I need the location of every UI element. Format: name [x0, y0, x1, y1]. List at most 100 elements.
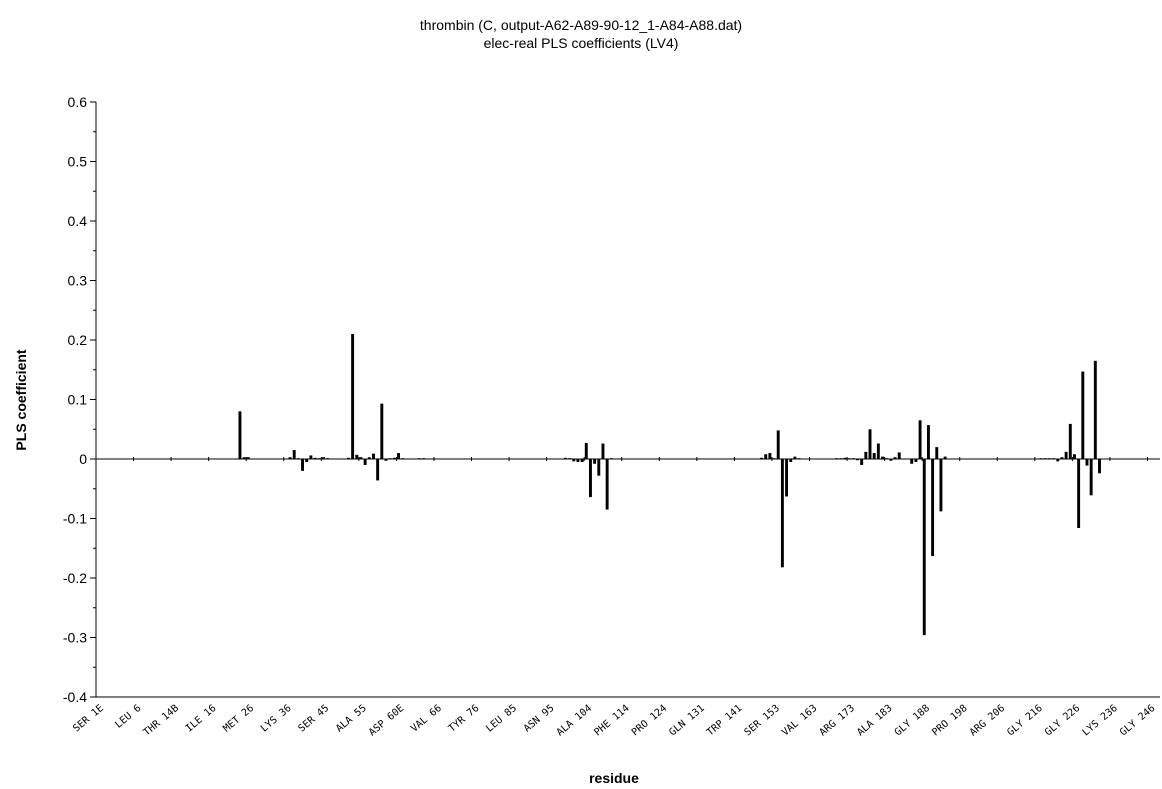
x-tick-label: VAL 163 — [780, 703, 819, 739]
x-tick-label: PRO 124 — [630, 703, 669, 739]
bar — [914, 459, 918, 462]
bar — [305, 459, 309, 462]
y-tick-label: 0.3 — [68, 273, 88, 289]
x-tick-label: ILE 16 — [184, 703, 219, 735]
bar — [922, 459, 926, 636]
x-tick-label: GLN 131 — [667, 703, 706, 739]
x-tick-label: SER 153 — [743, 703, 782, 739]
y-tick-label: -0.2 — [63, 570, 87, 586]
bar — [931, 459, 935, 556]
x-tick-label: ALA 183 — [855, 703, 894, 739]
bar — [1093, 360, 1097, 459]
x-tick-label: ALA 55 — [334, 703, 369, 735]
bar — [576, 459, 580, 462]
x-tick-label: GLY 226 — [1043, 703, 1082, 739]
x-tick-label: LYS 36 — [259, 703, 294, 735]
bar — [1077, 459, 1081, 529]
y-axis-title: PLS coefficient — [13, 349, 29, 450]
bar — [768, 453, 772, 459]
x-tick-label: GLY 246 — [1118, 703, 1157, 739]
bar — [910, 459, 914, 464]
bar — [943, 456, 947, 459]
bar — [367, 457, 371, 459]
x-tick-label: TRP 141 — [705, 703, 744, 739]
bar — [1098, 459, 1101, 474]
bar — [313, 457, 317, 459]
bar — [584, 442, 588, 459]
y-tick-label: -0.1 — [63, 511, 87, 527]
bar — [246, 457, 250, 459]
x-tick-label: ALA 104 — [555, 703, 594, 739]
bar — [292, 450, 296, 459]
bar — [785, 459, 789, 497]
x-tick-label: PRO 198 — [930, 703, 969, 739]
bar — [939, 459, 943, 512]
bar — [593, 459, 597, 464]
bar — [397, 453, 400, 459]
bar — [288, 457, 292, 459]
bar — [242, 457, 246, 459]
bar — [380, 403, 384, 459]
x-tick-label: ARG 206 — [968, 703, 1007, 739]
x-tick-label: SER 45 — [297, 703, 332, 735]
y-tick-label: -0.3 — [63, 630, 87, 646]
bar — [897, 452, 901, 459]
bar — [843, 457, 847, 459]
bar — [926, 425, 930, 459]
bar — [876, 443, 880, 459]
bar — [384, 459, 388, 461]
bar — [889, 459, 893, 461]
x-tick-label: LYS 236 — [1080, 703, 1119, 739]
bar-series — [238, 334, 1101, 636]
bar — [597, 459, 601, 476]
x-tick-label: MET 26 — [221, 703, 256, 735]
bar — [355, 454, 359, 459]
bar — [760, 457, 763, 459]
bar — [1081, 371, 1085, 459]
bar — [572, 459, 576, 462]
bar — [860, 459, 864, 465]
y-axis-ticks: -0.4 -0.3 -0.2 -0.1 0 0.1 0.2 0.3 0.4 0.5 0.6 — [63, 94, 96, 705]
bar — [372, 453, 375, 459]
bar — [1056, 459, 1060, 462]
bar — [321, 457, 325, 459]
bar — [563, 457, 567, 459]
y-tick-label: 0 — [79, 451, 87, 467]
bar — [605, 459, 609, 510]
bar — [238, 411, 242, 459]
y-tick-label: 0.2 — [68, 332, 88, 348]
bar — [918, 420, 922, 459]
bar — [780, 459, 784, 568]
bar — [309, 455, 313, 459]
bar — [392, 457, 396, 459]
bar — [1064, 451, 1068, 459]
chart-subtitle: elec-real PLS coefficients (LV4) — [484, 35, 679, 51]
x-tick-label: LEU 6 — [113, 703, 143, 731]
bar — [1085, 459, 1089, 466]
x-tick-label: ARG 173 — [818, 703, 857, 739]
x-axis-title: residue — [589, 770, 639, 786]
bar — [580, 459, 584, 462]
y-tick-label: -0.4 — [63, 689, 87, 705]
bar — [301, 459, 305, 471]
bar — [359, 457, 363, 459]
x-tick-label: VAL 66 — [409, 703, 444, 735]
bar — [856, 459, 859, 461]
bar — [764, 454, 768, 459]
bar — [351, 334, 355, 459]
x-tick-label: GLY 216 — [1005, 703, 1044, 739]
bar — [893, 457, 897, 459]
x-tick-label: SER 1E — [71, 703, 106, 735]
bar — [1060, 457, 1064, 459]
bar — [1073, 454, 1076, 459]
x-tick-label: LEU 85 — [484, 703, 519, 735]
x-tick-label: ASP 60E — [367, 703, 406, 739]
bar — [588, 459, 592, 498]
y-tick-label: 0.6 — [68, 94, 88, 110]
bar — [793, 456, 797, 459]
bar — [935, 447, 939, 459]
x-tick-label: TYR 76 — [447, 703, 482, 735]
bar — [864, 451, 868, 459]
